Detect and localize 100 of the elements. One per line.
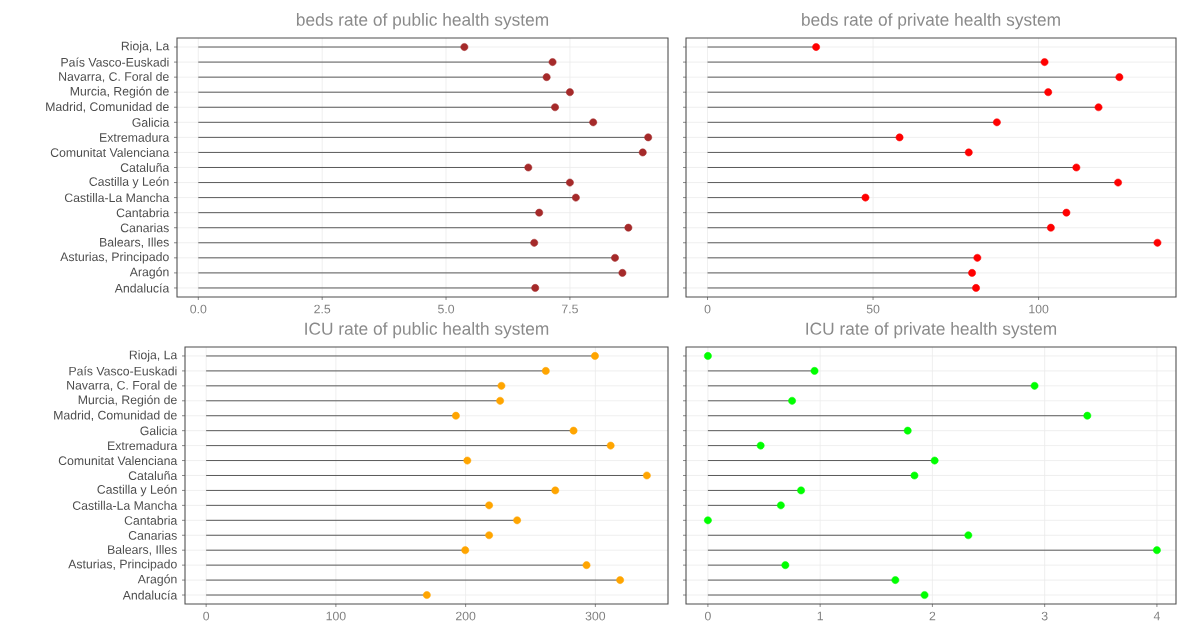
x-tick-label: 300: [585, 611, 606, 621]
point: [566, 178, 574, 187]
y-tick-label: Castilla-La Mancha: [72, 500, 178, 510]
point: [485, 501, 493, 510]
y-tick-label: Balears, Illes: [100, 237, 169, 249]
point: [638, 148, 647, 157]
x-tick-label: 4: [1153, 611, 1160, 621]
chart-title: ICU rate of private health system: [806, 322, 1057, 339]
y-tick-label: Andalucía: [122, 590, 178, 600]
point: [704, 516, 712, 525]
point: [524, 163, 533, 172]
y-tick-label: Aragón: [129, 267, 169, 279]
point: [781, 561, 790, 570]
point: [1094, 103, 1103, 112]
point: [589, 118, 598, 127]
x-tick-label: 5.0: [438, 304, 455, 314]
y-tick-label: Madrid, Comunidad de: [54, 410, 177, 421]
x-tick-label: 100: [1029, 304, 1049, 314]
point: [535, 208, 544, 217]
point: [972, 284, 980, 292]
point: [1030, 381, 1039, 390]
y-tick-label: Rioja, La: [129, 350, 178, 362]
point: [930, 456, 939, 465]
y-tick-label: País Vasco-Euskadi: [69, 366, 177, 376]
point: [756, 441, 765, 450]
point: [1153, 238, 1162, 247]
y-tick-label: Castilla-La Mancha: [64, 193, 170, 203]
y-tick-label: Canarias: [120, 223, 169, 233]
point: [1046, 223, 1055, 232]
x-tick-label: 3: [1041, 611, 1048, 621]
point: [903, 426, 912, 435]
point: [541, 367, 550, 375]
point: [569, 426, 578, 435]
point: [788, 396, 796, 405]
x-tick-label: 1: [817, 611, 823, 621]
y-tick-label: Asturias, Principado: [68, 559, 177, 571]
y-tick-label: Rioja, La: [121, 41, 170, 53]
y-tick-label: Andalucía: [114, 283, 170, 293]
point: [1062, 208, 1071, 217]
point: [463, 456, 472, 465]
y-tick-label: Cataluña: [128, 470, 178, 480]
point: [1114, 178, 1122, 187]
point: [776, 501, 785, 510]
y-tick-label: Galicia: [132, 117, 170, 127]
point: [968, 269, 976, 277]
x-tick-label: 7.5: [562, 304, 578, 314]
y-tick-label: Canarias: [128, 530, 177, 540]
point: [422, 591, 431, 599]
y-tick-label: Extremadura: [108, 441, 178, 451]
point: [551, 486, 560, 495]
point: [513, 516, 521, 525]
x-tick-label: 0: [203, 611, 210, 621]
point: [548, 58, 557, 66]
point: [964, 531, 973, 540]
point: [618, 269, 627, 277]
point: [624, 223, 633, 232]
y-tick-label: Castilla y León: [89, 176, 169, 189]
y-tick-label: Cantabria: [124, 515, 178, 525]
y-tick-label: Navarra, C. Foral de: [67, 380, 177, 392]
point: [496, 396, 504, 405]
point: [497, 381, 506, 390]
point: [531, 284, 540, 292]
y-tick-label: Asturias, Principado: [60, 252, 169, 264]
y-tick-label: Navarra, C. Foral de: [59, 71, 169, 83]
x-tick-label: 0: [704, 611, 711, 621]
point: [861, 193, 870, 202]
point: [611, 253, 619, 262]
point: [551, 103, 559, 112]
point: [810, 367, 819, 375]
point: [1040, 58, 1049, 66]
point: [1044, 88, 1053, 97]
point: [910, 471, 919, 480]
y-tick-label: Comunitat Valenciana: [58, 456, 178, 466]
y-tick-label: Madrid, Comunidad de: [46, 102, 169, 113]
y-tick-label: Cantabria: [116, 208, 170, 218]
point: [452, 411, 460, 420]
y-tick-label: Aragón: [137, 574, 177, 586]
chart-title: ICU rate of public health system: [305, 322, 549, 339]
point: [571, 193, 580, 202]
x-tick-label: 2.5: [314, 304, 331, 314]
y-tick-label: Castilla y León: [97, 484, 177, 497]
point: [895, 133, 904, 142]
x-tick-label: 200: [456, 611, 476, 621]
point: [797, 486, 805, 495]
y-tick-label: Comunitat Valenciana: [50, 147, 170, 157]
point: [891, 576, 900, 584]
point: [812, 43, 820, 51]
point: [920, 591, 929, 599]
y-tick-label: Galicia: [140, 426, 178, 436]
y-tick-label: Murcia, Región de: [70, 86, 169, 98]
x-tick-label: 50: [866, 304, 880, 314]
point: [591, 352, 599, 360]
y-tick-label: Murcia, Región de: [78, 394, 177, 407]
point: [1072, 163, 1081, 172]
x-tick-label: 0.0: [190, 304, 207, 314]
point: [542, 73, 551, 82]
x-tick-label: 0: [704, 304, 711, 314]
y-tick-label: Balears, Illes: [108, 544, 177, 556]
point: [644, 133, 653, 142]
point: [1153, 546, 1161, 555]
